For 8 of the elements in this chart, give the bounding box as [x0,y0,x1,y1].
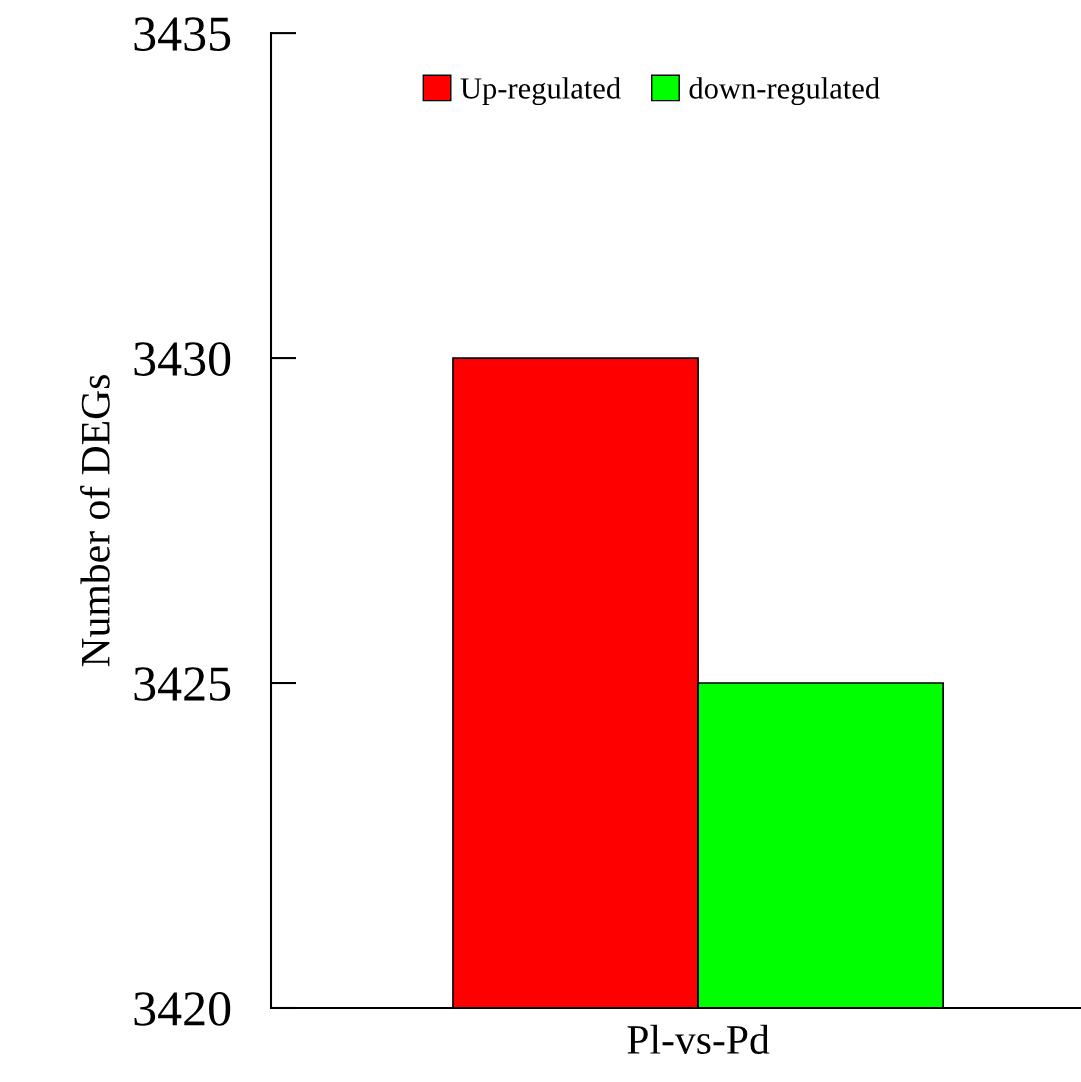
y-axis-title: Number of DEGs [80,375,110,667]
y-tick-label: 3425 [134,667,231,701]
y-tick-label: 3420 [134,992,231,1026]
y-tick-label: 3430 [134,342,231,376]
legend-label: Up-regulated [460,77,621,106]
x-tick-label: Pl-vs-Pd [627,1024,770,1054]
legend-label: down-regulated [689,77,880,106]
y-tick-label: 3435 [134,17,231,51]
